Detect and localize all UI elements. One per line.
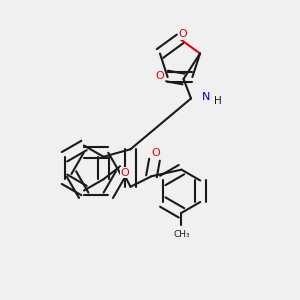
Text: CH₃: CH₃ [173,230,190,239]
Text: O: O [120,167,129,178]
Text: O: O [178,29,188,39]
Text: N: N [202,92,210,102]
Text: H: H [214,96,222,106]
Text: O: O [155,71,164,81]
Text: O: O [152,148,160,158]
